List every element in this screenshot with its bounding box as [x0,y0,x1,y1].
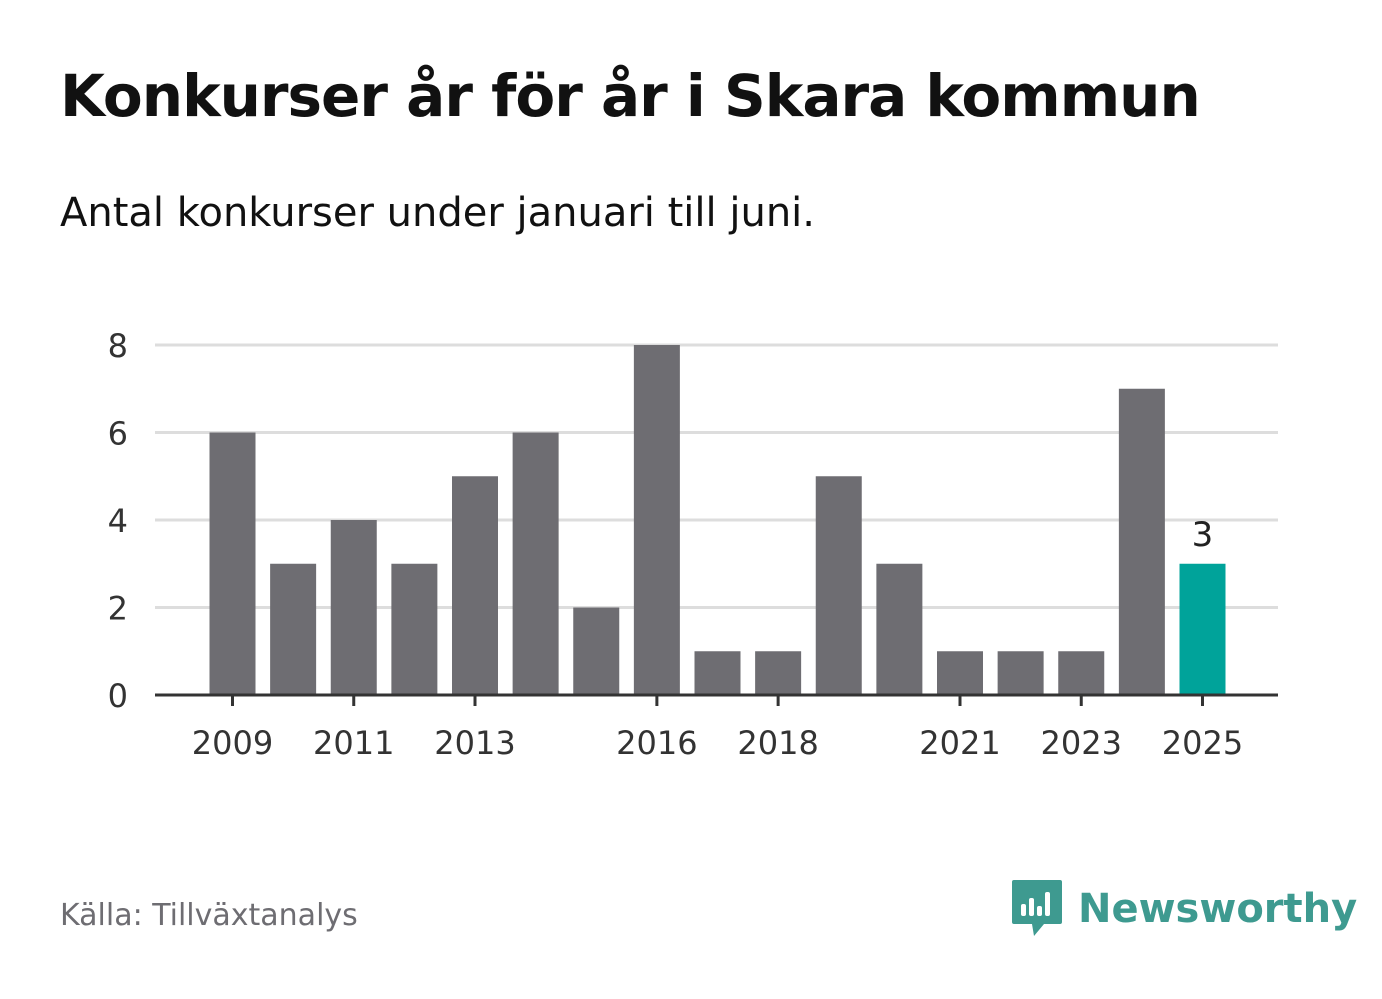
bar-2014 [512,432,559,695]
bar-2009 [209,432,256,695]
bar-2017 [694,651,741,695]
x-tick-label: 2011 [313,724,394,762]
chart-subtitle: Antal konkurser under januari till juni. [60,190,815,236]
x-axis-ticks: 2009 2011 2013 2016 2018 2021 2023 2025 [192,695,1243,762]
bar-2013 [452,476,498,695]
data-label: 3 [1192,515,1214,555]
x-tick-label: 2016 [616,724,697,762]
x-tick-label: 2009 [192,724,273,762]
y-tick-label: 0 [108,677,128,715]
bar-2018 [755,651,802,695]
x-tick-label: 2023 [1041,724,1122,762]
y-tick-label: 6 [108,415,128,453]
source-note: Källa: Tillväxtanalys [60,898,358,933]
brand-logo: Newsworthy [1010,878,1357,940]
bar-2021 [937,651,983,695]
chart-title: Konkurser år för år i Skara kommun [60,62,1201,130]
x-tick-label: 2018 [737,724,818,762]
y-tick-label: 2 [108,590,128,628]
bars [209,345,1226,695]
bar-2024 [1118,388,1165,695]
y-tick-label: 8 [108,327,128,365]
bar-2020 [876,563,923,695]
bar-2015 [573,607,620,695]
y-tick-label: 4 [108,502,128,540]
bar-2012 [391,563,438,695]
data-labels: 3 [1192,515,1214,555]
gridlines [155,343,1278,609]
bar-2010 [270,563,317,695]
bar-2022 [997,651,1044,695]
bar-2019 [815,476,862,695]
brand-name: Newsworthy [1078,886,1358,932]
x-tick-label: 2025 [1162,724,1243,762]
x-tick-label: 2021 [919,724,1000,762]
bar-2023 [1058,651,1105,695]
bar-2025 [1179,563,1226,695]
y-axis-ticks: 0 2 4 6 8 [108,327,128,715]
bar-2011 [330,520,377,695]
newsworthy-logo-icon [1012,880,1062,936]
bar-2016 [633,345,680,695]
x-tick-label: 2013 [434,724,515,762]
